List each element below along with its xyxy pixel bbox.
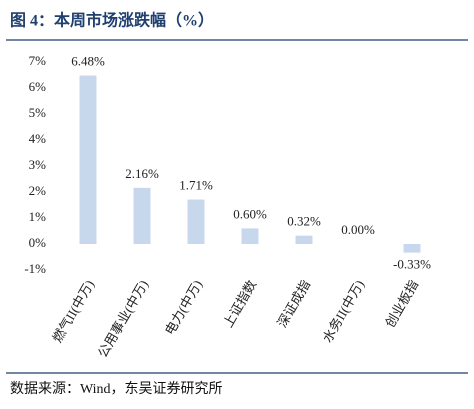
x-tick-label: 电力(中万) bbox=[162, 277, 205, 337]
data-label: 2.16% bbox=[125, 166, 159, 181]
bar bbox=[187, 199, 205, 244]
x-tick-label: 公用事业(中万) bbox=[95, 277, 151, 360]
x-tick-label: 水务II(中万) bbox=[320, 277, 368, 345]
y-tick-label: 1% bbox=[29, 209, 47, 224]
y-tick-label: 2% bbox=[29, 183, 47, 198]
data-label: 0.00% bbox=[341, 222, 375, 237]
y-tick-label: 4% bbox=[29, 131, 47, 146]
y-tick-label: 0% bbox=[29, 235, 47, 250]
data-label: 1.71% bbox=[179, 178, 213, 193]
x-tick-label: 深证成指 bbox=[274, 277, 313, 330]
bar bbox=[295, 235, 313, 244]
data-label: 0.32% bbox=[287, 214, 321, 229]
x-tick-label: 创业板指 bbox=[382, 277, 421, 330]
bar bbox=[133, 187, 151, 244]
bar bbox=[403, 244, 421, 253]
y-tick-label: 6% bbox=[29, 79, 47, 94]
y-tick-label: -1% bbox=[24, 261, 46, 276]
y-tick-label: 3% bbox=[29, 157, 47, 172]
chart-title: 图 4：本周市场涨跌幅（%） bbox=[10, 11, 214, 30]
y-tick-label: 7% bbox=[29, 53, 47, 68]
x-tick-label: 燃气II(中万) bbox=[50, 277, 98, 345]
x-tick-label: 上证指数 bbox=[220, 277, 259, 330]
data-label: 6.48% bbox=[71, 54, 105, 69]
bar bbox=[79, 75, 97, 245]
bar bbox=[241, 228, 259, 244]
source-note: 数据来源：Wind，东吴证券研究所 bbox=[10, 381, 223, 397]
data-label: -0.33% bbox=[393, 257, 431, 272]
data-label: 0.60% bbox=[233, 206, 267, 221]
y-tick-label: 5% bbox=[29, 105, 47, 120]
